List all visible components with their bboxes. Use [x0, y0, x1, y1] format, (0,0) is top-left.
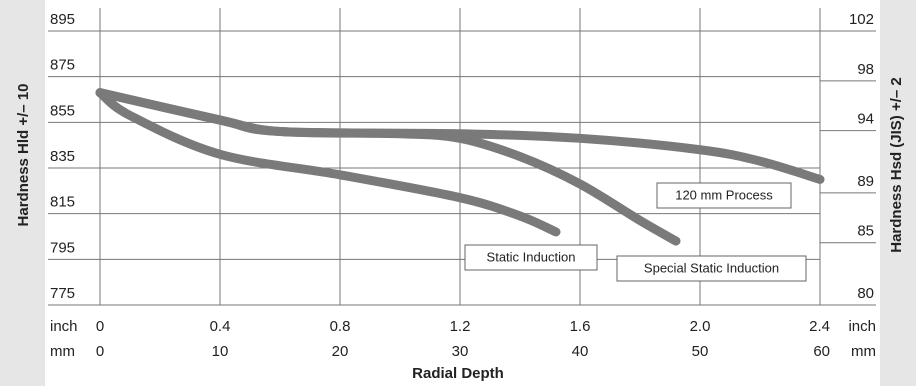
series-line	[95, 88, 561, 237]
x-unit-label: inch	[848, 318, 876, 335]
legend-box: 120 mm Process	[656, 182, 792, 209]
legend-frame	[656, 182, 792, 209]
x-tick-label: 0	[96, 318, 104, 335]
x2-unit-label: mm	[50, 343, 75, 360]
x-axis-label: Radial Depth	[412, 365, 504, 382]
y2-tick-label: 80	[857, 285, 874, 302]
x-tick-label: 1.2	[450, 318, 471, 335]
x2-tick-label: 30	[452, 343, 469, 360]
x-tick-label: 2.0	[690, 318, 711, 335]
y-tick-label: 855	[50, 102, 75, 119]
y2-tick-label: 102	[849, 11, 874, 28]
y2-tick-label: 89	[857, 173, 874, 190]
y-tick-label: 775	[50, 285, 75, 302]
y2-tick-label: 94	[857, 111, 874, 128]
x2-tick-label: 20	[332, 343, 349, 360]
series-line	[95, 88, 825, 184]
legend-frame	[464, 244, 598, 271]
legend-label: Special Static Induction	[644, 260, 779, 275]
y-axis-label: Hardness Hld +/– 10	[15, 84, 32, 227]
y-tick-label: 875	[50, 57, 75, 74]
x2-tick-label: 60	[813, 343, 830, 360]
legend-frame	[616, 255, 807, 282]
x-tick-label: 2.4	[809, 318, 830, 335]
y-tick-label: 795	[50, 239, 75, 256]
x2-tick-label: 0	[96, 343, 104, 360]
y-tick-label: 815	[50, 194, 75, 211]
y2-tick-label: 98	[857, 61, 874, 78]
y-tick-label: 895	[50, 11, 75, 28]
x2-tick-label: 50	[692, 343, 709, 360]
right-band	[880, 0, 916, 386]
left-band	[0, 0, 45, 386]
legend-box: Special Static Induction	[616, 255, 807, 282]
y2-tick-label: 85	[857, 223, 874, 240]
y2-axis-label: Hardness Hsd (JIS) +/– 2	[888, 77, 905, 253]
legend-label: 120 mm Process	[675, 187, 773, 202]
legend-box: Static Induction	[464, 244, 598, 271]
x2-unit-label: mm	[851, 343, 876, 360]
x-unit-label: inch	[50, 318, 78, 335]
legend-label: Static Induction	[487, 249, 576, 264]
y-tick-label: 835	[50, 148, 75, 165]
x2-tick-label: 40	[572, 343, 589, 360]
x2-tick-label: 10	[212, 343, 229, 360]
x-tick-label: 1.6	[570, 318, 591, 335]
x-tick-label: 0.8	[330, 318, 351, 335]
x-tick-label: 0.4	[210, 318, 231, 335]
